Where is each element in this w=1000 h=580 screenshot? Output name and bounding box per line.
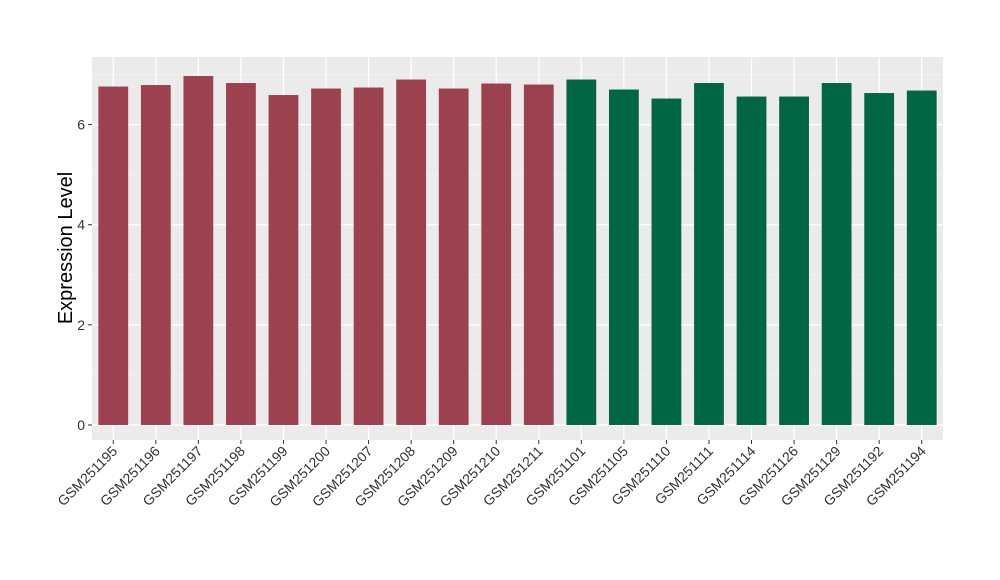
- bar-GSM251196: [140, 85, 171, 425]
- bar-GSM251110: [651, 98, 682, 425]
- y-tick-label: 6: [77, 117, 85, 133]
- bar-GSM251192: [864, 93, 895, 425]
- bar-GSM251209: [438, 88, 469, 425]
- y-tick-label: 0: [77, 417, 85, 433]
- bar-GSM251126: [779, 96, 809, 425]
- bar-GSM251194: [906, 90, 937, 425]
- bar-GSM251208: [396, 79, 427, 425]
- y-axis: 0 2 4 6: [77, 117, 92, 433]
- bar-GSM251129: [821, 83, 852, 425]
- bar-GSM251210: [481, 83, 512, 425]
- bar-GSM251198: [226, 83, 256, 425]
- bar-GSM251111: [694, 83, 724, 425]
- bar-GSM251200: [311, 88, 341, 425]
- y-tick-label: 4: [77, 217, 85, 233]
- bar-GSM251197: [183, 76, 214, 425]
- y-tick-label: 2: [77, 317, 85, 333]
- bar-GSM251199: [268, 95, 299, 425]
- bars: [98, 76, 937, 425]
- bar-GSM251207: [353, 87, 384, 425]
- bar-GSM251105: [608, 89, 639, 425]
- plot-panel: [92, 57, 943, 440]
- bar-GSM251211: [523, 84, 554, 425]
- y-axis-title: Expression Level: [55, 172, 77, 324]
- bar-GSM251114: [736, 96, 767, 425]
- bar-GSM251101: [566, 79, 597, 425]
- bar-GSM251195: [98, 86, 129, 425]
- x-axis: GSM251195GSM251196GSM251197GSM251198GSM2…: [54, 440, 929, 510]
